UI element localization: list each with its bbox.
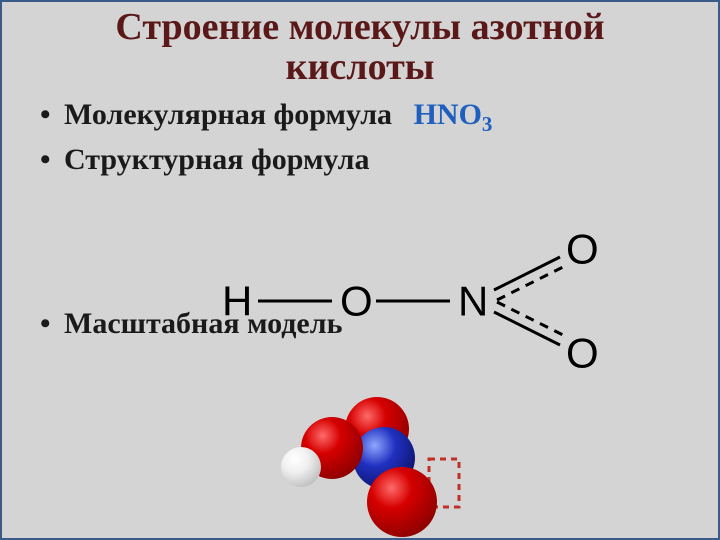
svg-text:O: O — [566, 226, 599, 273]
atom-O_front — [367, 467, 437, 537]
svg-text:H: H — [222, 278, 252, 325]
svg-text:N: N — [458, 278, 488, 325]
molecular-formula: HNO3 — [414, 98, 493, 131]
slide: Строение молекулы азотной кислоты Молеку… — [0, 0, 720, 540]
svg-text:O: O — [340, 278, 373, 325]
title-line1: Строение молекулы азотной — [115, 6, 604, 48]
title-line2: кислоты — [286, 46, 435, 88]
structural-svg: HONOO — [222, 230, 582, 360]
svg-text:O: O — [566, 330, 599, 377]
bullet-molecular: Молекулярная формула HNO3 — [40, 98, 700, 137]
slide-title: Строение молекулы азотной кислоты — [22, 8, 698, 88]
scale-model-diagram — [277, 397, 497, 540]
atom-H — [281, 447, 321, 487]
bullet-molecular-label: Молекулярная формула — [64, 98, 392, 131]
bullet-structural-label: Структурная формула — [64, 143, 370, 176]
structural-formula-diagram: HONOO — [222, 230, 582, 360]
bullet-structural: Структурная формула — [40, 143, 700, 177]
